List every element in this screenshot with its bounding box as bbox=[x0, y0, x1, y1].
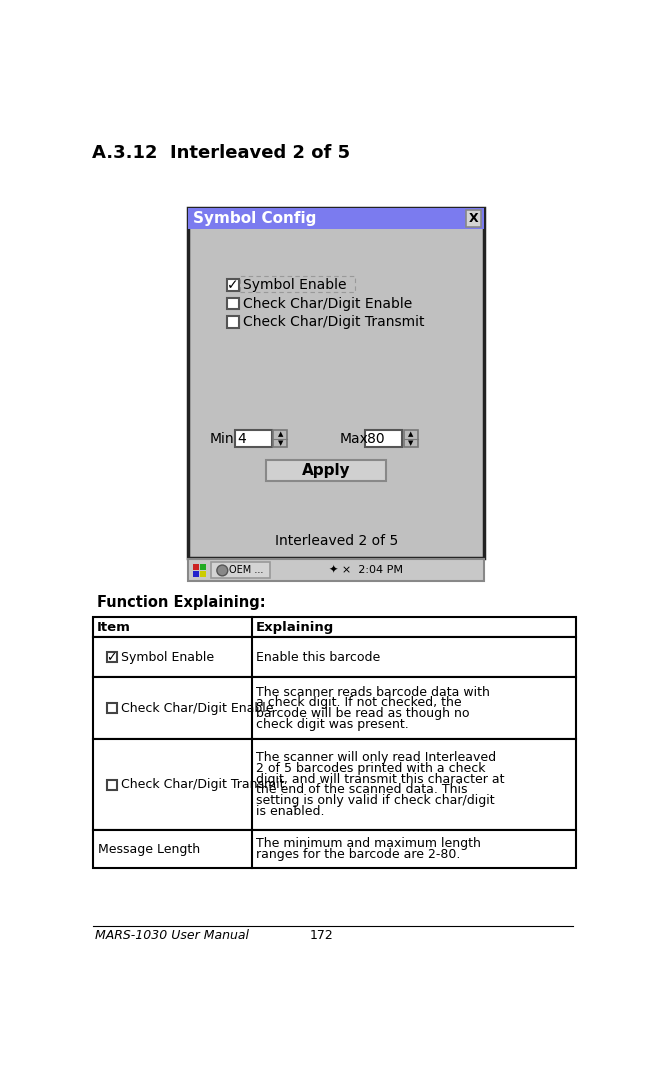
Text: Interleaved 2 of 5: Interleaved 2 of 5 bbox=[274, 534, 398, 548]
Text: Message Length: Message Length bbox=[98, 842, 200, 856]
Text: barcode will be read as though no: barcode will be read as though no bbox=[256, 708, 470, 721]
Bar bbox=[227, 279, 239, 291]
Text: Item: Item bbox=[97, 620, 131, 633]
Bar bbox=[211, 562, 270, 578]
Text: 172: 172 bbox=[309, 929, 333, 942]
Text: ✦ ⨯  2:04 PM: ✦ ⨯ 2:04 PM bbox=[330, 565, 404, 575]
Text: The minimum and maximum length: The minimum and maximum length bbox=[256, 837, 481, 851]
Bar bbox=[227, 317, 239, 327]
Bar bbox=[465, 210, 481, 227]
Text: Check Char/Digit Transmit: Check Char/Digit Transmit bbox=[243, 316, 424, 330]
Bar bbox=[107, 653, 117, 662]
Text: Explaining: Explaining bbox=[255, 620, 334, 633]
Bar bbox=[93, 638, 576, 677]
Bar bbox=[188, 208, 484, 229]
Text: ▼: ▼ bbox=[278, 440, 283, 446]
Text: A.3.12  Interleaved 2 of 5: A.3.12 Interleaved 2 of 5 bbox=[92, 144, 350, 162]
Text: ranges for the barcode are 2-80.: ranges for the barcode are 2-80. bbox=[256, 848, 461, 862]
Text: ▼: ▼ bbox=[408, 440, 413, 446]
Text: Min: Min bbox=[210, 432, 235, 446]
Bar bbox=[227, 298, 239, 309]
Text: check digit was present.: check digit was present. bbox=[256, 718, 409, 731]
Bar bbox=[235, 431, 272, 447]
Bar bbox=[107, 780, 117, 789]
Bar bbox=[188, 208, 484, 558]
Text: is enabled.: is enabled. bbox=[256, 805, 325, 817]
Text: 4: 4 bbox=[237, 432, 246, 446]
Text: Symbol Enable: Symbol Enable bbox=[121, 651, 214, 663]
Bar bbox=[93, 830, 576, 868]
Text: Function Explaining:: Function Explaining: bbox=[97, 596, 265, 610]
Bar bbox=[93, 677, 576, 739]
Bar bbox=[200, 564, 206, 571]
Bar bbox=[274, 431, 287, 447]
Bar bbox=[365, 431, 402, 447]
Bar bbox=[240, 277, 355, 293]
Text: Enable this barcode: Enable this barcode bbox=[256, 651, 381, 663]
Bar bbox=[404, 431, 417, 447]
Text: Max: Max bbox=[339, 432, 368, 446]
Text: The scanner reads barcode data with: The scanner reads barcode data with bbox=[256, 686, 490, 699]
Bar bbox=[193, 571, 199, 577]
Bar bbox=[200, 571, 206, 577]
Text: Check Char/Digit Enable: Check Char/Digit Enable bbox=[243, 296, 413, 310]
Bar bbox=[93, 617, 576, 638]
Text: digit, and will transmit this character at: digit, and will transmit this character … bbox=[256, 772, 505, 785]
Text: X: X bbox=[469, 212, 478, 225]
Text: MARS-1030 User Manual: MARS-1030 User Manual bbox=[95, 929, 249, 942]
Bar bbox=[107, 703, 117, 713]
Bar bbox=[93, 739, 576, 830]
Bar bbox=[193, 564, 199, 571]
Text: OEM ...: OEM ... bbox=[229, 565, 263, 575]
Text: Check Char/Digit Enable: Check Char/Digit Enable bbox=[121, 702, 273, 715]
Text: ✓: ✓ bbox=[107, 651, 117, 663]
Text: Apply: Apply bbox=[302, 463, 350, 478]
Bar bbox=[266, 460, 386, 481]
Bar bbox=[188, 559, 484, 582]
Text: ▲: ▲ bbox=[408, 431, 413, 437]
Text: 2 of 5 barcodes printed with a check: 2 of 5 barcodes printed with a check bbox=[256, 761, 486, 774]
Text: ▲: ▲ bbox=[278, 431, 283, 437]
Text: Check Char/Digit Transmit: Check Char/Digit Transmit bbox=[121, 778, 284, 791]
Circle shape bbox=[217, 565, 228, 576]
Text: 80: 80 bbox=[367, 432, 385, 446]
Text: Symbol Enable: Symbol Enable bbox=[243, 278, 346, 292]
Text: ✓: ✓ bbox=[227, 278, 239, 292]
Text: The scanner will only read Interleaved: The scanner will only read Interleaved bbox=[256, 751, 497, 764]
Text: Symbol Config: Symbol Config bbox=[193, 211, 317, 226]
Text: the end of the scanned data. This: the end of the scanned data. This bbox=[256, 783, 468, 796]
Text: a check digit. If not checked, the: a check digit. If not checked, the bbox=[256, 697, 462, 710]
Text: setting is only valid if check char/digit: setting is only valid if check char/digi… bbox=[256, 794, 495, 807]
